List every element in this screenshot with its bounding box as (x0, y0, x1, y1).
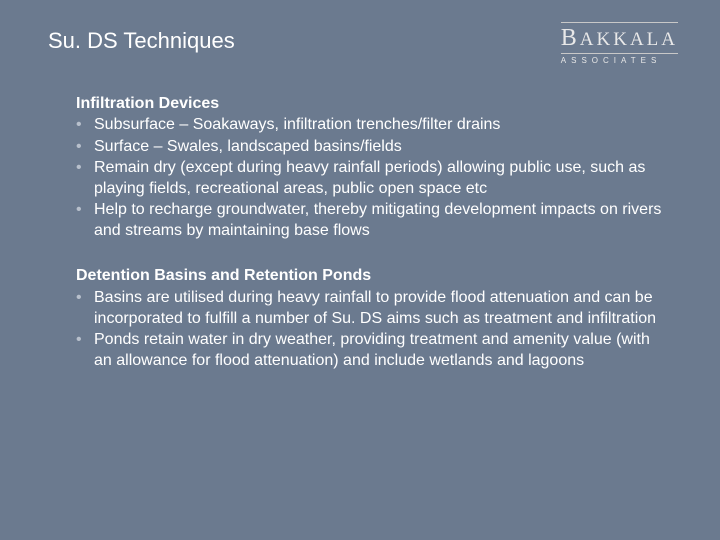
section-infiltration: Infiltration Devices Subsurface – Soakaw… (76, 93, 662, 241)
list-item: Ponds retain water in dry weather, provi… (76, 329, 662, 371)
logo-sub: ASSOCIATES (561, 56, 678, 65)
list-item: Surface – Swales, landscaped basins/fiel… (76, 136, 662, 157)
list-item: Help to recharge groundwater, thereby mi… (76, 199, 662, 241)
logo-main-text: AKKALA (580, 29, 678, 50)
section-detention: Detention Basins and Retention Ponds Bas… (76, 265, 662, 371)
page-title: Su. DS Techniques (48, 28, 235, 54)
list-item: Remain dry (except during heavy rainfall… (76, 157, 662, 199)
section-heading: Infiltration Devices (76, 93, 662, 115)
slide: Su. DS Techniques BAKKALA ASSOCIATES Inf… (0, 0, 720, 540)
header: Su. DS Techniques BAKKALA ASSOCIATES (48, 22, 672, 65)
list-item: Subsurface – Soakaways, infiltration tre… (76, 114, 662, 135)
logo-main: BAKKALA (561, 22, 678, 54)
logo: BAKKALA ASSOCIATES (561, 22, 678, 65)
content: Infiltration Devices Subsurface – Soakaw… (48, 93, 672, 371)
bullet-list: Basins are utilised during heavy rainfal… (76, 287, 662, 371)
bullet-list: Subsurface – Soakaways, infiltration tre… (76, 114, 662, 241)
section-heading: Detention Basins and Retention Ponds (76, 265, 662, 287)
list-item: Basins are utilised during heavy rainfal… (76, 287, 662, 329)
